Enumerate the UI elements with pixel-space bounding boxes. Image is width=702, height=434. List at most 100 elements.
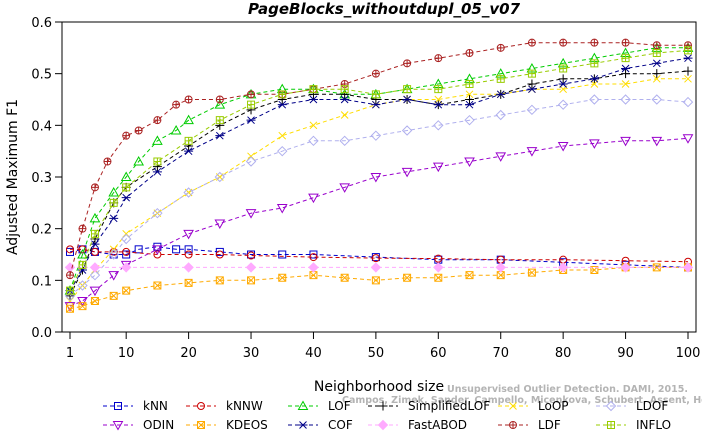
- data-point: [651, 94, 662, 105]
- data-point: [215, 116, 224, 125]
- data-point: [89, 212, 101, 223]
- data-point: [247, 251, 256, 260]
- data-point: [432, 162, 444, 173]
- data-point: [246, 116, 256, 125]
- data-point: [215, 247, 224, 256]
- data-point: [152, 167, 162, 176]
- series-FastABOD: [64, 262, 694, 273]
- data-point: [215, 276, 224, 285]
- legend-label: kNN: [143, 399, 168, 413]
- data-point: [371, 276, 380, 285]
- data-point: [401, 125, 413, 136]
- data-point: [247, 90, 256, 99]
- data-point: [682, 96, 694, 108]
- legend-marker: [509, 421, 518, 429]
- data-point: [682, 262, 694, 273]
- data-point: [340, 85, 349, 94]
- data-point: [184, 245, 193, 254]
- data-point: [496, 74, 505, 83]
- data-point: [78, 245, 87, 254]
- data-point: [122, 286, 131, 295]
- data-point: [308, 95, 318, 104]
- data-point: [309, 121, 318, 130]
- data-point: [464, 114, 475, 126]
- data-point: [108, 271, 120, 281]
- legend-marker: [112, 421, 124, 431]
- data-point: [309, 250, 318, 259]
- data-point: [464, 157, 475, 168]
- data-point: [108, 249, 119, 260]
- data-point: [652, 59, 662, 68]
- data-point: [184, 136, 193, 145]
- data-point: [371, 69, 380, 78]
- data-point: [90, 240, 100, 249]
- legend-item: kNN: [103, 399, 168, 413]
- data-point: [184, 250, 193, 259]
- data-point: [557, 99, 569, 110]
- data-point: [684, 46, 692, 55]
- data-point: [133, 155, 145, 166]
- legend-item: COF: [288, 418, 353, 432]
- data-point: [433, 100, 443, 109]
- data-point: [620, 94, 631, 105]
- data-point: [496, 43, 505, 52]
- data-point: [172, 245, 181, 254]
- data-point: [103, 157, 112, 166]
- data-point: [89, 286, 101, 297]
- watermark-line-2: Campos, Zimek, Sander, Campello, Micenko…: [342, 395, 702, 406]
- data-point: [90, 247, 99, 256]
- legend-marker: [607, 421, 615, 429]
- legend-item: KDEOS: [186, 418, 268, 432]
- legend-item: FastABOD: [368, 418, 467, 432]
- legend-item: LDOF: [596, 399, 668, 413]
- legend-marker: [298, 421, 308, 429]
- y-tick-label: 0.1: [31, 274, 52, 289]
- data-point: [78, 260, 87, 269]
- y-axis: 0.0 0.1 0.2 0.3 0.4 0.5 0.6: [31, 16, 62, 341]
- data-point: [371, 254, 380, 263]
- data-point: [621, 64, 631, 73]
- data-point: [245, 156, 257, 167]
- legend: kNN kNNW LOF SimplifiedLOF LoOP LDOF ODIN KDEOS…: [103, 399, 671, 432]
- data-point: [371, 90, 380, 99]
- legend-label: LDF: [538, 418, 561, 432]
- data-point: [527, 69, 536, 78]
- data-point: [496, 90, 506, 99]
- data-point: [371, 100, 381, 109]
- data-point: [683, 66, 693, 76]
- data-point: [183, 262, 194, 273]
- data-point: [370, 262, 382, 273]
- data-point: [184, 95, 193, 104]
- data-point: [153, 250, 162, 259]
- data-point: [558, 80, 568, 88]
- y-tick-label: 0.0: [31, 326, 52, 341]
- data-point: [403, 85, 412, 94]
- data-point: [559, 64, 568, 73]
- data-point: [77, 280, 88, 291]
- data-point: [621, 69, 631, 79]
- data-point: [122, 183, 131, 192]
- data-point: [433, 120, 444, 131]
- data-point: [215, 131, 225, 140]
- data-point: [465, 49, 474, 57]
- data-point: [308, 262, 319, 273]
- legend-label: SimplifiedLOF: [408, 399, 490, 413]
- data-point: [120, 171, 132, 181]
- data-point: [308, 135, 319, 147]
- x-tick-label: 20: [180, 346, 197, 361]
- legend-marker: [114, 402, 122, 410]
- data-point: [495, 109, 506, 121]
- data-point: [78, 224, 87, 233]
- data-point: [621, 38, 630, 47]
- data-point: [278, 90, 287, 99]
- data-point: [77, 297, 88, 307]
- data-point: [121, 193, 131, 202]
- data-point: [172, 100, 181, 109]
- legend-item: LDF: [498, 418, 561, 432]
- data-point: [340, 111, 349, 119]
- data-point: [134, 126, 143, 135]
- data-point: [66, 271, 75, 280]
- data-point: [309, 253, 318, 262]
- data-point: [184, 147, 194, 156]
